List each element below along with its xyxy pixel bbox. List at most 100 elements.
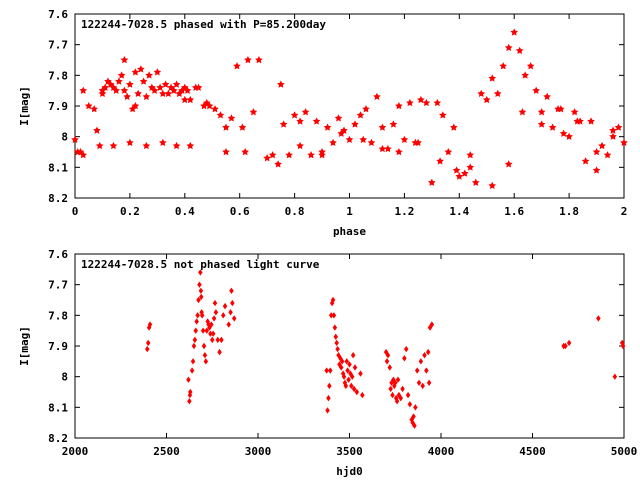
data-point bbox=[557, 105, 565, 113]
data-point bbox=[164, 89, 173, 97]
data-point bbox=[189, 367, 195, 374]
data-point bbox=[347, 361, 352, 368]
phased-plot: 0 0.2 0.4 0.6 0.8 1 1.2 1.4 1.6 1.8 2 7.6 7.7 7.8 7.9 8… bbox=[18, 8, 628, 238]
data-point bbox=[307, 151, 315, 159]
data-point bbox=[192, 336, 198, 344]
y-tick-label: 8 bbox=[61, 131, 68, 144]
data-point bbox=[425, 348, 431, 356]
y-tick-label: 7.9 bbox=[48, 340, 68, 353]
data-point bbox=[263, 154, 271, 162]
data-point bbox=[131, 102, 140, 110]
data-point bbox=[90, 105, 99, 113]
data-point bbox=[285, 151, 293, 159]
data-point bbox=[510, 28, 518, 36]
data-point bbox=[345, 367, 350, 374]
data-point bbox=[329, 138, 337, 147]
data-point bbox=[398, 394, 403, 402]
data-point bbox=[241, 148, 249, 156]
y-tick-label: 8 bbox=[61, 371, 68, 384]
data-point bbox=[439, 111, 447, 119]
data-point bbox=[71, 135, 79, 143]
data-point bbox=[115, 77, 123, 85]
data-point bbox=[367, 138, 376, 147]
data-point bbox=[603, 151, 612, 159]
data-point bbox=[612, 373, 618, 380]
data-point bbox=[390, 391, 395, 399]
data-point bbox=[198, 269, 203, 276]
data-point bbox=[323, 123, 332, 131]
data-point bbox=[413, 404, 418, 411]
x-tick-label: 1.4 bbox=[449, 205, 469, 218]
data-point bbox=[325, 407, 330, 414]
data-point bbox=[233, 62, 241, 70]
data-point bbox=[358, 370, 363, 377]
data-point bbox=[526, 62, 535, 70]
data-point bbox=[159, 138, 167, 147]
data-point bbox=[206, 321, 211, 328]
data-point bbox=[209, 321, 214, 328]
data-point bbox=[328, 367, 333, 374]
data-point bbox=[393, 379, 398, 386]
data-point bbox=[532, 86, 540, 94]
data-point bbox=[101, 83, 109, 91]
data-point bbox=[609, 126, 617, 134]
data-point bbox=[249, 108, 258, 116]
data-point bbox=[327, 382, 332, 390]
data-point bbox=[208, 330, 213, 337]
data-point bbox=[329, 299, 335, 307]
data-point bbox=[335, 345, 340, 353]
data-point bbox=[277, 80, 285, 88]
data-point bbox=[161, 80, 170, 88]
data-point bbox=[563, 342, 568, 350]
data-point bbox=[407, 401, 413, 408]
unphased-plot: 2000 2500 3000 3500 4000 4500 5000 7.6 7.7 7.8 7.9… bbox=[18, 248, 637, 478]
data-point bbox=[420, 382, 425, 390]
data-point bbox=[145, 71, 153, 79]
data-point bbox=[394, 398, 400, 405]
data-point bbox=[418, 358, 424, 365]
data-point bbox=[354, 388, 360, 396]
data-point bbox=[488, 181, 497, 189]
data-point bbox=[229, 287, 234, 294]
data-point bbox=[414, 367, 420, 374]
data-point bbox=[385, 352, 391, 359]
data-point bbox=[217, 348, 222, 356]
data-point bbox=[411, 413, 416, 420]
data-point bbox=[195, 312, 200, 319]
data-point bbox=[204, 327, 209, 334]
data-point bbox=[170, 86, 178, 94]
data-point bbox=[351, 385, 357, 393]
data-point bbox=[412, 422, 417, 429]
data-point bbox=[417, 95, 425, 104]
data-point bbox=[191, 342, 197, 350]
data-point bbox=[504, 160, 513, 168]
data-point bbox=[211, 315, 217, 322]
data-point bbox=[426, 379, 432, 386]
data-point bbox=[139, 77, 148, 85]
plot-frame bbox=[74, 13, 625, 199]
x-axis-label: phase bbox=[333, 225, 366, 238]
data-point bbox=[183, 86, 192, 94]
data-point bbox=[581, 157, 590, 165]
data-point bbox=[460, 169, 469, 177]
x-tick-label: 5000 bbox=[611, 445, 638, 458]
data-point bbox=[150, 86, 159, 94]
data-point bbox=[194, 318, 199, 325]
data-point bbox=[499, 62, 508, 70]
data-point bbox=[330, 296, 336, 304]
data-point bbox=[452, 166, 461, 174]
data-point bbox=[200, 102, 208, 110]
data-point bbox=[153, 68, 162, 76]
data-point bbox=[342, 379, 348, 386]
y-axis-label: I[mag] bbox=[18, 86, 31, 126]
data-point bbox=[609, 132, 617, 140]
y-tick-label: 7.8 bbox=[48, 309, 68, 322]
data-point bbox=[213, 309, 219, 316]
data-point bbox=[504, 43, 513, 51]
x-tick-label: 0.6 bbox=[230, 205, 250, 218]
data-point bbox=[228, 309, 233, 316]
data-point bbox=[349, 382, 354, 390]
data-point bbox=[211, 105, 219, 113]
data-point bbox=[406, 98, 414, 107]
plot-title: 122244-7028.5 not phased light curve bbox=[81, 258, 320, 271]
